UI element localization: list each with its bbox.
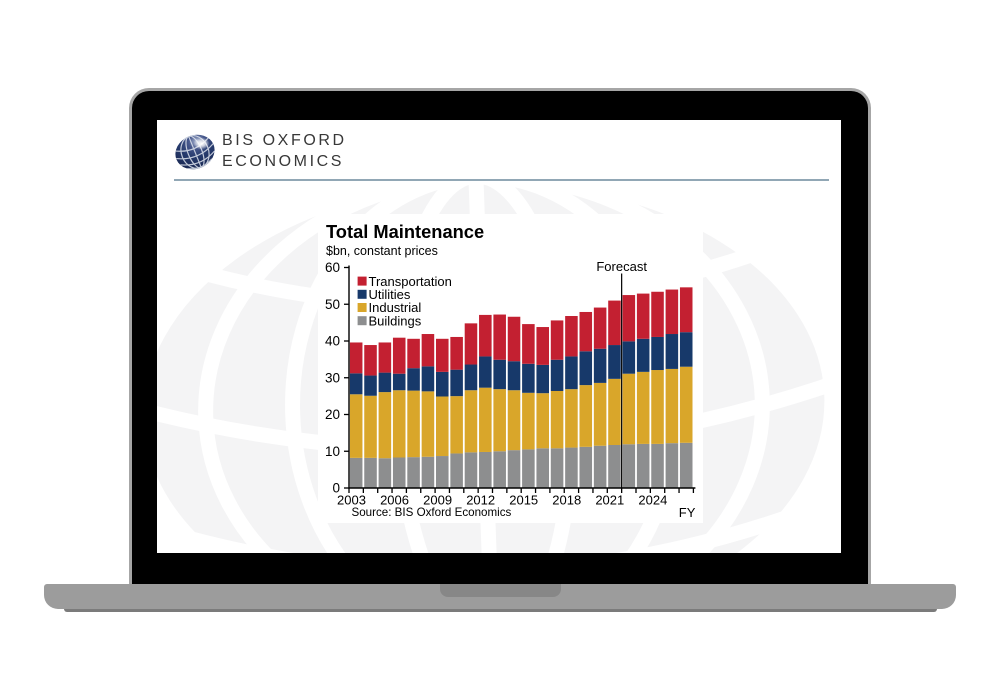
svg-text:2012: 2012 <box>466 493 495 508</box>
svg-text:FY: FY <box>679 505 696 520</box>
svg-text:2009: 2009 <box>423 493 452 508</box>
svg-text:50: 50 <box>325 297 340 312</box>
svg-text:Transportation: Transportation <box>369 274 452 289</box>
svg-text:Buildings: Buildings <box>369 313 422 328</box>
svg-text:Source: BIS Oxford Economics: Source: BIS Oxford Economics <box>352 506 512 519</box>
svg-text:0: 0 <box>332 481 340 496</box>
svg-text:$bn, constant prices: $bn, constant prices <box>326 244 438 258</box>
svg-text:2006: 2006 <box>380 493 409 508</box>
svg-text:Utilities: Utilities <box>369 287 411 302</box>
svg-text:2003: 2003 <box>337 493 366 508</box>
svg-text:2015: 2015 <box>509 493 538 508</box>
svg-text:2024: 2024 <box>638 493 667 508</box>
svg-text:Total Maintenance: Total Maintenance <box>326 221 484 242</box>
svg-text:10: 10 <box>325 444 340 459</box>
svg-text:2021: 2021 <box>595 493 624 508</box>
svg-text:20: 20 <box>325 407 340 422</box>
svg-text:60: 60 <box>325 260 340 275</box>
svg-text:2018: 2018 <box>552 493 581 508</box>
svg-text:Forecast: Forecast <box>596 259 647 274</box>
svg-text:Industrial: Industrial <box>369 300 422 315</box>
svg-text:40: 40 <box>325 334 340 349</box>
svg-text:30: 30 <box>325 370 340 385</box>
